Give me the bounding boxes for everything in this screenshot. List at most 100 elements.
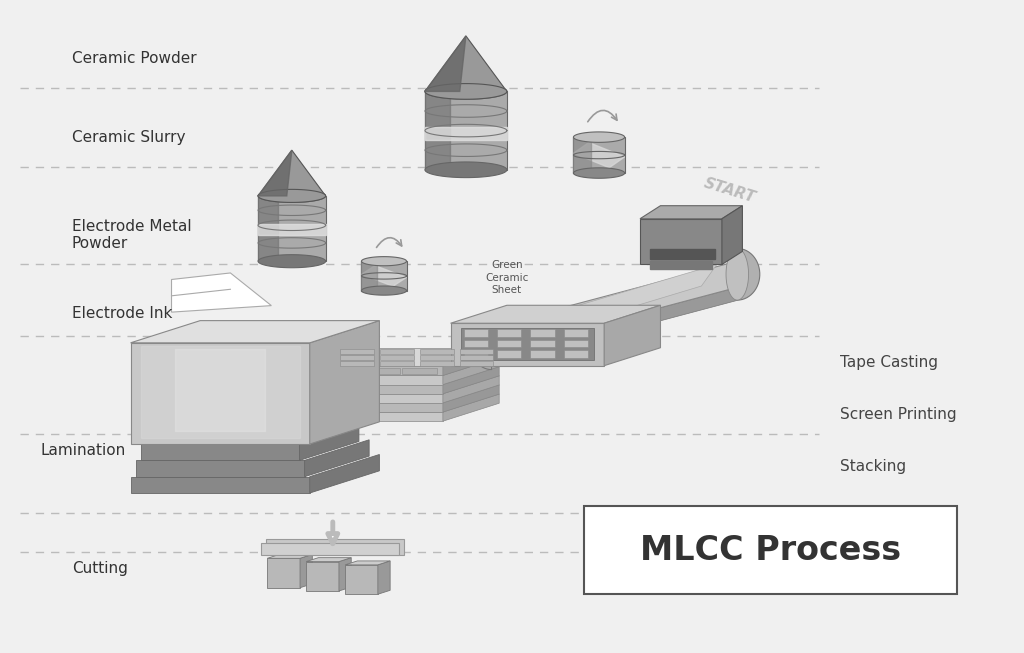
Text: MLCC Process: MLCC Process <box>640 534 901 567</box>
Polygon shape <box>284 366 442 375</box>
Polygon shape <box>141 346 299 438</box>
Polygon shape <box>258 196 326 261</box>
Polygon shape <box>306 562 339 591</box>
Polygon shape <box>284 385 500 403</box>
Polygon shape <box>284 403 442 412</box>
Text: Tape Casting: Tape Casting <box>840 355 938 370</box>
Text: Lamination: Lamination <box>41 443 126 458</box>
Text: START: START <box>701 176 757 206</box>
Polygon shape <box>340 361 374 366</box>
Polygon shape <box>258 255 326 268</box>
Polygon shape <box>361 261 407 291</box>
Polygon shape <box>650 249 715 259</box>
Polygon shape <box>498 329 521 336</box>
Polygon shape <box>284 394 500 412</box>
Polygon shape <box>258 189 326 202</box>
Polygon shape <box>309 454 379 493</box>
Polygon shape <box>442 366 500 394</box>
Polygon shape <box>258 150 326 196</box>
Polygon shape <box>305 440 369 477</box>
Polygon shape <box>284 385 442 394</box>
Polygon shape <box>258 189 326 202</box>
Polygon shape <box>464 340 488 347</box>
Polygon shape <box>573 142 625 168</box>
Polygon shape <box>141 444 299 460</box>
Polygon shape <box>573 168 625 178</box>
Polygon shape <box>563 340 588 347</box>
Polygon shape <box>361 266 407 286</box>
Polygon shape <box>380 349 414 355</box>
Polygon shape <box>640 219 722 264</box>
Polygon shape <box>464 329 488 336</box>
Text: Green
Ceramic
Sheet: Green Ceramic Sheet <box>485 260 528 295</box>
Polygon shape <box>442 349 500 375</box>
Polygon shape <box>380 355 414 360</box>
Polygon shape <box>135 460 305 477</box>
Polygon shape <box>345 561 390 565</box>
Polygon shape <box>291 368 326 374</box>
Polygon shape <box>284 357 500 375</box>
Polygon shape <box>573 137 625 173</box>
Polygon shape <box>425 127 507 140</box>
Polygon shape <box>442 394 500 421</box>
Polygon shape <box>299 425 358 460</box>
Polygon shape <box>361 257 407 266</box>
Polygon shape <box>378 561 390 594</box>
Text: Ceramic Slurry: Ceramic Slurry <box>72 130 185 144</box>
Polygon shape <box>442 357 500 385</box>
Polygon shape <box>604 306 660 366</box>
Polygon shape <box>420 361 454 366</box>
Polygon shape <box>266 539 404 555</box>
Polygon shape <box>425 84 507 99</box>
Text: Electrode Ink: Electrode Ink <box>72 306 172 321</box>
Polygon shape <box>530 350 555 358</box>
Polygon shape <box>726 248 749 300</box>
Polygon shape <box>339 558 351 591</box>
Polygon shape <box>573 137 592 173</box>
Polygon shape <box>425 91 450 170</box>
Text: Cutting: Cutting <box>72 561 128 575</box>
Polygon shape <box>261 543 399 555</box>
Polygon shape <box>492 261 737 353</box>
Polygon shape <box>361 286 407 295</box>
Text: Ceramic Powder: Ceramic Powder <box>72 52 197 66</box>
Polygon shape <box>267 558 300 588</box>
Polygon shape <box>640 206 742 219</box>
Polygon shape <box>722 206 742 264</box>
Polygon shape <box>365 368 399 374</box>
Polygon shape <box>328 368 362 374</box>
Polygon shape <box>498 340 521 347</box>
Text: Electrode Metal
Powder: Electrode Metal Powder <box>72 219 191 251</box>
Polygon shape <box>471 323 492 370</box>
Polygon shape <box>563 350 588 358</box>
Polygon shape <box>425 84 507 99</box>
Polygon shape <box>573 132 625 142</box>
Polygon shape <box>451 306 660 323</box>
Polygon shape <box>267 554 312 558</box>
Polygon shape <box>284 349 500 366</box>
Polygon shape <box>284 375 442 385</box>
Polygon shape <box>306 558 351 562</box>
Polygon shape <box>460 349 494 355</box>
Polygon shape <box>451 323 604 366</box>
Polygon shape <box>340 355 374 360</box>
Text: Stacking: Stacking <box>840 460 906 474</box>
FancyBboxPatch shape <box>584 506 957 594</box>
Polygon shape <box>442 385 500 412</box>
Polygon shape <box>258 150 292 196</box>
Polygon shape <box>284 366 500 385</box>
Polygon shape <box>361 261 377 291</box>
Polygon shape <box>300 554 312 588</box>
Polygon shape <box>425 91 507 170</box>
Polygon shape <box>258 196 279 261</box>
Polygon shape <box>650 261 712 269</box>
Polygon shape <box>460 355 494 360</box>
Polygon shape <box>345 565 378 594</box>
Text: Screen Printing: Screen Printing <box>840 407 956 422</box>
Polygon shape <box>172 273 271 312</box>
Polygon shape <box>425 162 507 178</box>
Polygon shape <box>492 287 737 366</box>
Polygon shape <box>309 321 379 444</box>
Polygon shape <box>464 350 488 358</box>
Polygon shape <box>425 36 466 91</box>
